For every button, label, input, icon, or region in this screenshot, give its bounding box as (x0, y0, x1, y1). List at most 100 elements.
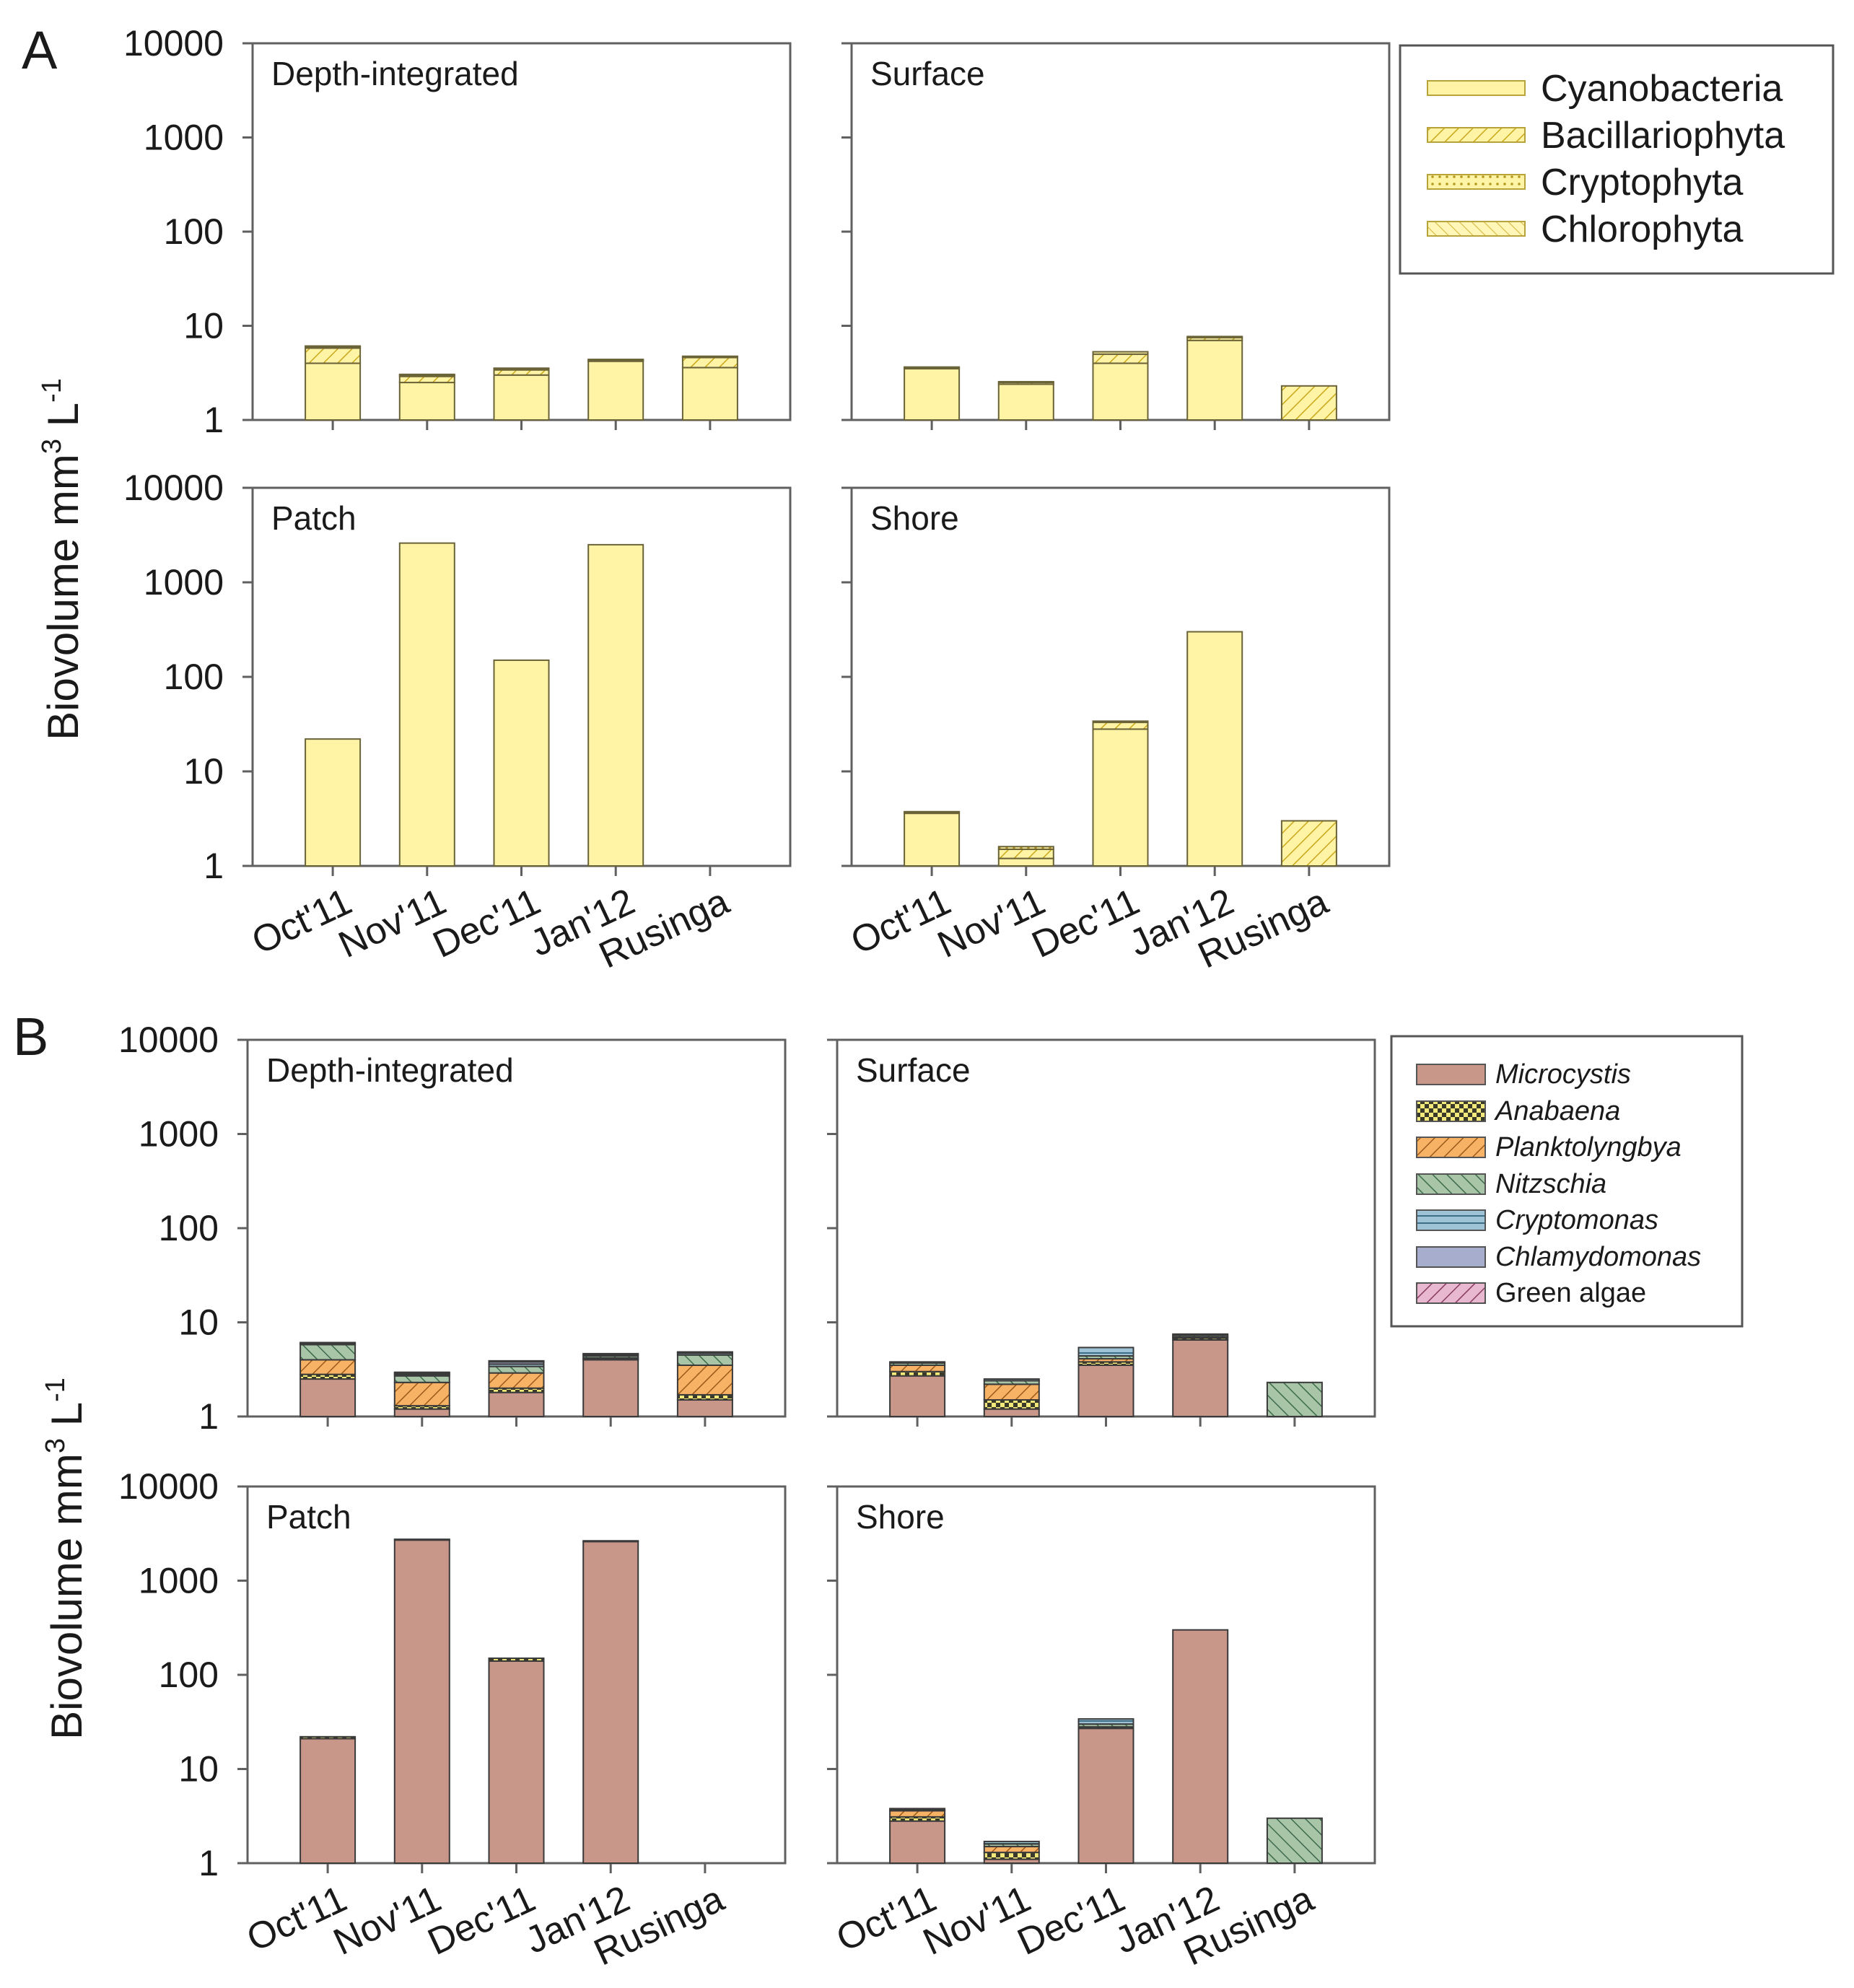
bar-segment-cryptomonas (1077, 1347, 1134, 1357)
x-tick-label: Dec'11 (427, 880, 546, 966)
bar-segment-microcystis (393, 1408, 450, 1418)
x-tick-label: Nov'11 (917, 1878, 1037, 1963)
bar-segment-bacillariophyta (1092, 722, 1149, 730)
bar-segment-planktolyngbya (889, 1364, 946, 1372)
bar-segment-cryptomonas (1077, 1718, 1134, 1725)
bar-segment-microcystis (299, 1738, 357, 1865)
bar-segment-microcystis (582, 1541, 639, 1864)
x-tick-label: Oct'11 (844, 880, 957, 963)
bar-segment-anabaena (488, 1658, 545, 1662)
bar-segment-chlorophyta (681, 355, 738, 358)
bar-segment-cryptomonas (983, 1840, 1040, 1845)
legend-label-planktolyngbya: Planktolyngbya (1495, 1132, 1682, 1162)
bar-segment-microcystis (1172, 1339, 1229, 1417)
bar-segment-anabaena (983, 1399, 1040, 1410)
bar-segment-cyanobacteria (587, 543, 644, 867)
bar-segment-cyanobacteria (305, 362, 362, 421)
bar-segment-cyanobacteria (904, 367, 961, 421)
bar-segment-microcystis (676, 1399, 733, 1418)
subplot-title: Patch (266, 1498, 351, 1536)
bar-segment-microcystis (299, 1378, 357, 1418)
bar-segment-cyanobacteria (493, 659, 550, 867)
subplot-depth-integrated: 1 10 100 1000 10000 Depth-integrated (118, 1020, 787, 1437)
legend-label-cryptomonas: Cryptomonas (1495, 1205, 1658, 1235)
legend-swatch-bacillariophyta (1427, 127, 1526, 143)
bar-segment-cyanobacteria (587, 360, 644, 421)
y-tick-label: 1 (204, 400, 224, 440)
bar-segment-bacillariophyta (681, 356, 738, 369)
subplot-title: Surface (856, 1051, 971, 1089)
bar-segment-planktolyngbya (983, 1383, 1040, 1401)
bar-segment-nitzschia (393, 1375, 450, 1383)
bar-segment-cyanobacteria (997, 857, 1054, 867)
subplot-title: Depth-integrated (266, 1051, 514, 1089)
legend-swatch-anabaena (1416, 1100, 1486, 1122)
bar-segment-bacillariophyta (493, 369, 550, 376)
bar-segment-cyanobacteria (997, 383, 1054, 421)
x-tick-label: Dec'11 (1026, 880, 1145, 966)
x-tick-label: Nov'11 (328, 1878, 447, 1963)
bar-segment-bacillariophyta (1280, 820, 1337, 867)
panel-letter-a: A (22, 20, 58, 80)
bar-segment-cyanobacteria (1186, 631, 1243, 867)
bar-segment-cryptophyta (997, 846, 1054, 850)
x-tick-label: Nov'11 (333, 880, 452, 966)
y-tick-label: 10 (178, 1749, 219, 1790)
y-tick-label: 1 (204, 846, 224, 886)
legend-swatch-cryptomonas (1416, 1209, 1486, 1231)
bar-segment-green-algae (299, 1341, 357, 1344)
x-tick-label: Dec'11 (1011, 1878, 1131, 1963)
legend-swatch-cyanobacteria (1427, 80, 1526, 96)
bar-segment-green-algae (393, 1371, 450, 1374)
bar-segment-nitzschia (1266, 1381, 1323, 1418)
bar-segment-planktolyngbya (488, 1372, 545, 1389)
bar-segment-cryptomonas (889, 1361, 946, 1364)
y-tick-label: 10 (183, 306, 224, 346)
bar-segment-cyanobacteria (904, 813, 961, 867)
legend-b: Microcystis Anabaena Planktolyngbya Nitz… (1390, 1035, 1744, 1328)
bar-segment-chlorophyta (493, 367, 550, 369)
legend-label-microcystis: Microcystis (1495, 1059, 1631, 1090)
bar-segment-microcystis (1172, 1629, 1229, 1864)
bar-segment-nitzschia (1266, 1817, 1323, 1864)
subplot-title: Depth-integrated (271, 55, 519, 92)
subplot-patch: 110100100010000Oct'11Nov'11Dec'11Jan'12R… (123, 468, 792, 977)
y-tick-label: 10000 (123, 468, 224, 508)
legend-label-green-algae: Green algae (1495, 1278, 1646, 1308)
y-tick-label: 1 (198, 1396, 219, 1437)
bar-segment-cryptomonas (983, 1378, 1040, 1382)
bar-segment-microcystis (889, 1820, 946, 1865)
legend-swatch-nitzschia (1416, 1173, 1486, 1195)
bar-segment-bacillariophyta (1092, 353, 1149, 364)
y-axis-label: Biovolume mm3 L-1 (37, 378, 87, 740)
bar-segment-green-algae (488, 1359, 545, 1363)
bar-segment-cryptophyta (1092, 351, 1149, 355)
y-tick-label: 100 (159, 1655, 219, 1695)
x-tick-label: Nov'11 (932, 880, 1051, 966)
bar-segment-microcystis (1077, 1728, 1134, 1864)
subplot-title: Surface (870, 55, 985, 92)
bar-segment-anabaena (393, 1538, 450, 1541)
subplot-surface: Surface (827, 1038, 1376, 1427)
bar-segment-chlorophyta (587, 359, 644, 361)
legend-swatch-green-algae (1416, 1282, 1486, 1304)
bar-segment-cyanobacteria (1092, 728, 1149, 867)
y-tick-label: 1000 (144, 118, 224, 158)
legend-label-chlamydomonas: Chlamydomonas (1495, 1242, 1701, 1272)
bar-segment-cyanobacteria (398, 542, 455, 867)
bar-segment-anabaena (676, 1393, 733, 1401)
bar-segment-cyanobacteria (1186, 339, 1243, 421)
bar-segment-microcystis (1077, 1364, 1134, 1418)
bar-segment-planktolyngbya (393, 1381, 450, 1407)
bar-segment-nitzschia (676, 1354, 733, 1366)
legend-swatch-chlorophyta (1427, 221, 1526, 237)
bar-segment-cryptomonas (889, 1808, 946, 1810)
bar-segment-nitzschia (299, 1344, 357, 1361)
y-tick-label: 10000 (118, 1466, 219, 1507)
legend-a: Cyanobacteria Bacillariophyta Cryptophyt… (1399, 44, 1835, 275)
x-tick-label: Dec'11 (421, 1878, 541, 1963)
y-tick-label: 100 (164, 657, 224, 697)
